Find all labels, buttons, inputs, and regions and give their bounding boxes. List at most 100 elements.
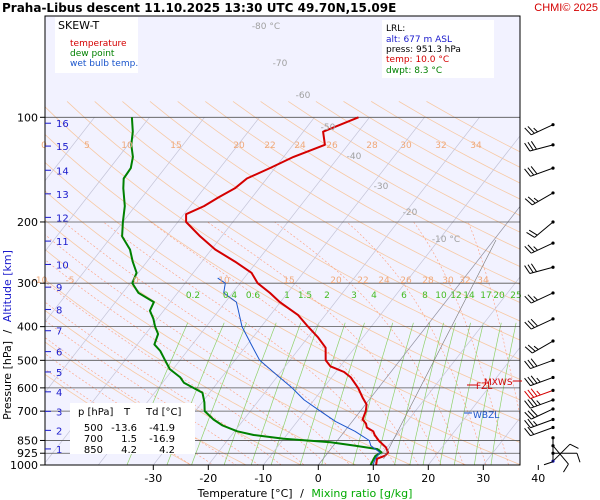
wind-barb-flag [530,358,538,367]
moist-adiabat [150,221,419,465]
isotherm-label: 20 [233,141,245,151]
potential-temp-label: -20 [403,208,418,218]
dewpoint-line [121,117,383,465]
wind-barb-flag [527,410,535,418]
wind-barb-shaft [530,167,554,177]
wind-barb-dot [551,123,555,127]
wind-barb-dot [551,388,555,392]
mixing-ratio-label: 20 [493,291,505,301]
altitude-tick-label: 5 [56,368,62,379]
wind-barb-flag [524,390,531,399]
moist-adiabat [413,221,509,465]
altitude-tick-label: 15 [56,142,69,153]
wind-barb-dot [551,291,555,295]
lrl-altitude: alt: 677 m ASL [386,35,452,45]
wind-barbs [524,123,581,473]
wbzl-label: WBZL [473,411,499,421]
wind-barb-flag [527,376,535,385]
temperature-tick-label: -20 [199,472,217,485]
x-axis-label-mix: Mixing ratio [g/kg] [311,487,412,500]
isotherm-label: -10 [33,276,48,286]
wind-barb-flag [530,375,538,384]
moist-adiabat [346,221,487,465]
isotherm-label: 10 [121,141,133,151]
legend-box [55,17,138,73]
chart-title: Praha-Libus descent 11.10.2025 13:30 UTC… [2,1,396,15]
levels-table: p [hPa] T Td [°C] 500 -13.6 -41.9 700 1.… [70,403,195,456]
wind-barb-flag [524,265,531,274]
wind-barb [524,425,555,437]
moist-adiabat [45,301,282,465]
wind-barb-shaft [552,445,569,465]
y-axis-label-pressure: Pressure [hPa] [1,341,14,420]
wind-barb-flag [533,345,539,350]
wetbulb-line [217,277,381,465]
wind-barb [524,263,555,274]
wind-barb-dot [551,265,555,269]
wind-barb-flag [527,389,535,398]
mixing-ratio-label: 4 [371,291,377,301]
isotherm-label: 5 [84,141,90,151]
wind-barb-flag [528,229,538,236]
isotherm [318,205,520,465]
wind-barb-shaft [531,292,554,304]
wind-barb-shaft [552,443,571,462]
isotherm [538,117,600,465]
moist-adiabat [274,221,464,465]
legend-temperature: temperature [70,39,127,49]
altitude-tick-label: 7 [56,327,62,338]
wind-barb-shaft [530,399,554,409]
wind-barb-shaft [531,124,554,136]
wind-barb-shaft [530,376,554,387]
pressure-tick-label: 500 [17,354,38,367]
legend-title: SKEW-T [58,19,100,32]
dry-adiabat [45,133,520,422]
wind-barb-flag [524,411,532,420]
fzl-label: FZL [476,382,492,392]
wind-barb [524,291,555,304]
isotherm [45,117,150,252]
wind-barb-flag [524,295,532,304]
mixing-ratio-labels: 0.2 0.4 0.6 1 1.5 2 3 4 6 8 10 12 14 17 20 25 [186,291,522,301]
potential-temp-label: -70 [273,59,288,69]
wind-barb-flag [524,400,531,409]
temperature-tick-label: 30 [476,472,490,485]
temperature-tick-label: 0 [315,472,322,485]
pressure-tick-label: 700 [17,405,38,418]
mixing-ratio-label: 10 [435,291,447,301]
potential-temp-label: -60 [296,91,311,101]
dry-adiabat [205,101,520,285]
isotherm [45,117,260,393]
wind-barb [524,375,555,387]
wind-barb-flag [527,244,535,253]
wind-barb-flag [543,461,554,466]
altitude-tick-label: 11 [56,237,69,248]
isotherm-label: -5 [66,276,75,286]
wind-barb-flag [533,127,538,133]
wind-barb-dot [551,143,555,147]
dry-adiabat [94,101,520,360]
altitude-tick-label: 3 [56,407,62,418]
table-row-td: 4.2 [159,445,175,456]
isotherm-label: 24 [378,276,390,286]
wind-barb-flag [527,196,536,204]
wind-barb-flag [533,197,539,202]
profile-series [121,116,390,465]
wind-barb-flag [524,142,531,152]
table-row-p: 500 [84,423,103,434]
isotherm-label: 34 [470,141,482,151]
isotherm-label: 28 [422,276,434,286]
isotherm [373,276,520,465]
wind-barb [526,220,555,238]
altitude-tick-label: 6 [56,348,62,359]
dry-adiabat [122,101,520,341]
table-row-t: -13.6 [111,423,137,434]
pressure-tick-label: 200 [17,216,38,229]
lrl-pressure: press: 951.3 hPa [386,45,461,55]
wind-barb-flag [524,427,531,437]
altitude-tick-label: 1 [56,445,62,456]
wind-barb [524,241,555,254]
wind-barb-flag [524,321,532,330]
